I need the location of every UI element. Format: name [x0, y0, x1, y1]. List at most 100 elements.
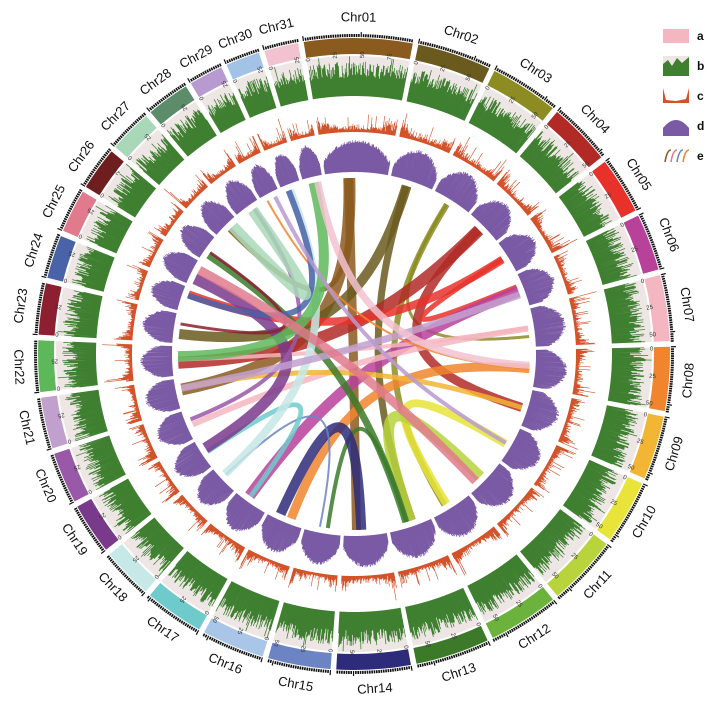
tick-mark: [106, 149, 110, 154]
tick-mark: [545, 98, 549, 103]
tick-mark: [110, 142, 115, 147]
track-d-bars-chr27: [200, 200, 235, 235]
tick-mark: [545, 605, 549, 609]
tick-mark: [476, 645, 480, 650]
tick-mark: [254, 655, 257, 659]
tick-label: 0: [63, 276, 68, 283]
tick-mark: [625, 189, 630, 193]
tick-label: 25: [333, 51, 339, 59]
legend-label-d: d: [697, 119, 704, 133]
tick-mark: [184, 622, 188, 627]
tick-mark: [660, 434, 664, 437]
tick-mark: [611, 537, 615, 541]
tick-mark: [638, 491, 643, 495]
tick-mark: [190, 78, 193, 82]
tick-mark: [601, 551, 605, 555]
legend-label-a: a: [697, 29, 704, 43]
tick-mark: [417, 38, 421, 44]
tick-mark: [638, 212, 644, 216]
tick-mark: [500, 70, 504, 74]
tick-mark: [40, 287, 44, 290]
tick-mark: [113, 142, 117, 146]
tick-label: 50: [348, 650, 354, 657]
tick-mark: [43, 430, 47, 433]
ideogram-chr22: [38, 340, 57, 393]
tick-mark: [664, 416, 670, 419]
tick-mark: [498, 635, 502, 639]
tick-mark: [56, 233, 61, 237]
tick-mark: [577, 577, 582, 581]
tick-mark: [528, 617, 532, 622]
tick-mark: [569, 585, 573, 589]
tick-mark: [646, 475, 650, 479]
tick-mark: [587, 137, 591, 141]
tick-label: 75: [387, 53, 394, 61]
tick-mark: [538, 611, 542, 615]
track-b-bars-chr21: [65, 389, 108, 442]
tick-mark: [526, 85, 530, 89]
tick-mark: [204, 70, 208, 74]
ideogram-chr04: [546, 111, 602, 168]
tick-mark: [661, 277, 666, 281]
track-b-bars-chr04: [519, 131, 580, 194]
ideogram-chr12: [485, 587, 554, 638]
tick-mark: [154, 102, 158, 107]
chromosome-label-chr10: Chr10: [629, 503, 660, 541]
tick-mark: [262, 45, 265, 51]
tick-mark: [65, 213, 70, 217]
tick-mark: [659, 436, 663, 439]
tick-mark: [62, 484, 66, 488]
ideogram-chr15: [268, 642, 332, 670]
tick-mark: [285, 41, 288, 45]
ideogram-chr23: [38, 283, 62, 336]
tick-mark: [605, 157, 610, 162]
tick-mark: [266, 45, 270, 49]
ideogram-chr19: [77, 498, 119, 550]
tick-mark: [179, 85, 183, 89]
tick-mark: [610, 539, 614, 543]
tick-mark: [53, 463, 57, 466]
tick-mark: [181, 83, 185, 88]
tick-mark: [550, 103, 554, 107]
tick-mark: [159, 605, 163, 610]
tick-mark: [141, 591, 146, 597]
track-d-bars-chr13: [390, 518, 437, 559]
tick-mark: [494, 65, 498, 71]
tick-mark: [99, 546, 103, 550]
tick-mark: [428, 661, 431, 666]
tick-label: 0: [86, 487, 92, 494]
tick-mark: [636, 495, 641, 499]
legend-swatch-a: [663, 29, 689, 43]
tick-mark: [232, 57, 236, 61]
tick-mark: [78, 515, 82, 519]
tick-mark: [656, 258, 660, 262]
tick-mark: [208, 68, 212, 72]
legend-swatch-c: [663, 88, 689, 103]
tick-mark: [446, 656, 449, 661]
tick-mark: [661, 429, 665, 432]
tick-mark: [196, 74, 199, 79]
chromosome-label-chr27: Chr27: [97, 98, 133, 134]
track-d-bars-chr25: [162, 251, 198, 284]
tick-mark: [614, 171, 619, 175]
tick-mark: [205, 635, 210, 641]
tick-label: 0: [650, 347, 654, 353]
tick-mark: [76, 511, 80, 515]
tick-mark: [44, 434, 48, 437]
tick-mark: [615, 531, 619, 535]
tick-mark: [192, 627, 196, 632]
tick-mark: [194, 76, 197, 80]
tick-mark: [190, 626, 194, 630]
tick-mark: [641, 485, 646, 489]
tick-mark: [87, 176, 91, 180]
tick-mark: [618, 177, 622, 181]
tick-mark: [278, 662, 281, 666]
link-chr25-chr11: [197, 266, 479, 485]
tick-mark: [530, 616, 534, 620]
tick-mark: [187, 77, 191, 83]
tick-mark: [157, 604, 161, 608]
tick-mark: [39, 414, 44, 417]
tick-mark: [439, 658, 442, 663]
chromosome-label-chr25: Chr25: [39, 182, 68, 220]
track-b-bars-chr31: [274, 67, 309, 107]
